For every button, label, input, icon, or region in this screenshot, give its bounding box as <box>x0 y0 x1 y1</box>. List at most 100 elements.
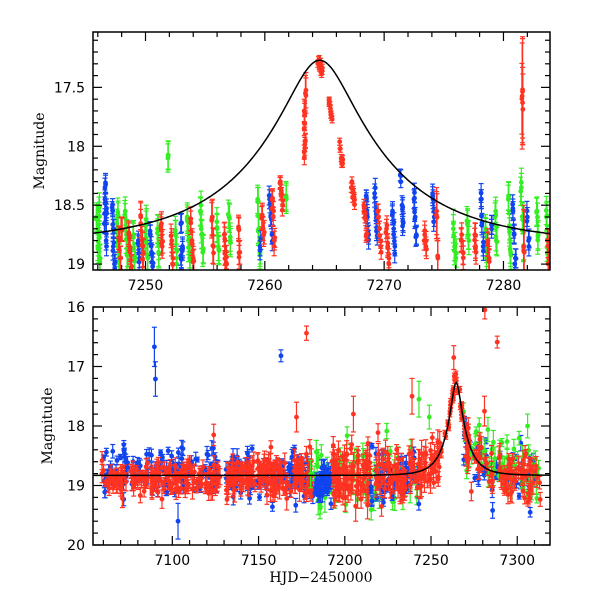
red-data-point <box>348 442 354 456</box>
green-data-point <box>518 167 524 198</box>
red-data-point <box>332 488 338 507</box>
y-tick-label: 17.5 <box>54 80 85 96</box>
red-data-point <box>409 451 415 482</box>
red-data-point <box>268 462 274 485</box>
red-data-point <box>351 451 357 482</box>
red-data-point <box>475 444 481 469</box>
blue-data-point <box>269 501 275 512</box>
green-data-point <box>515 450 521 464</box>
red-data-point <box>510 453 516 465</box>
y-tick-label: 18 <box>67 139 85 155</box>
blue-data-point <box>328 497 334 511</box>
red-data-point <box>489 474 495 488</box>
blue-data-point <box>179 439 185 456</box>
red-data-point <box>378 244 384 260</box>
red-data-point <box>353 478 359 494</box>
green-outlier-point <box>525 413 531 439</box>
red-data-point <box>435 471 441 487</box>
red-data-point <box>209 200 215 237</box>
red-data-point <box>504 484 510 494</box>
x-tick-label: 7280 <box>486 278 522 294</box>
red-data-point <box>339 159 345 168</box>
red-data-point <box>418 456 424 481</box>
green-data-point <box>476 417 482 433</box>
red-data-point <box>303 445 309 463</box>
blue-data-point <box>416 497 422 511</box>
red-data-point <box>336 455 342 481</box>
blue-data-point <box>490 501 496 519</box>
blue-data-point <box>413 226 419 247</box>
blue-data-point <box>103 223 109 244</box>
red-data-point <box>206 468 212 478</box>
blue-data-point <box>513 248 519 269</box>
blue-data-point <box>372 187 378 208</box>
red-data-point <box>193 486 199 494</box>
blue-data-point <box>368 479 374 495</box>
bottom-plot-area <box>93 307 550 540</box>
blue-data-point <box>478 182 484 204</box>
x-tick-label: 7250 <box>413 553 449 569</box>
red-data-point <box>302 140 308 156</box>
red-data-point <box>351 191 357 203</box>
red-data-point <box>386 453 392 473</box>
red-data-point <box>105 475 111 493</box>
red-data-point <box>340 457 346 489</box>
red-data-point <box>429 432 435 444</box>
top-plot-area <box>93 36 550 270</box>
green-outlier-point <box>416 380 422 418</box>
red-data-point <box>527 482 533 492</box>
red-data-point <box>168 475 174 495</box>
blue-data-point <box>327 472 333 484</box>
red-data-point <box>360 458 366 472</box>
x-tick-label: 7100 <box>155 553 191 569</box>
green-data-point <box>96 201 102 232</box>
green-data-point <box>165 143 171 173</box>
y-tick-label: 16 <box>67 300 85 316</box>
red-data-point <box>353 490 359 522</box>
blue-data-point <box>313 484 319 491</box>
top-model-curve <box>93 59 550 235</box>
red-outlier-point <box>494 335 500 349</box>
blue-data-point <box>150 252 156 270</box>
red-data-point <box>185 479 191 495</box>
top-panel: 7250 7260 7270 7280 17.5 18 18.5 19 Magnitude <box>32 31 551 294</box>
red-data-point <box>375 423 381 443</box>
blue-data-point <box>114 455 120 466</box>
red-data-point <box>307 439 313 455</box>
red-data-point <box>349 176 355 187</box>
red-data-point <box>343 469 349 488</box>
red-outlier-point <box>482 307 488 320</box>
red-data-point <box>149 483 155 496</box>
red-data-point <box>508 486 514 503</box>
red-data-point <box>522 491 528 505</box>
y-tick-label: 19 <box>67 257 85 273</box>
blue-outlier-point <box>152 361 158 397</box>
red-data-point <box>283 482 289 495</box>
red-data-point <box>319 63 325 72</box>
y-tick-label: 19 <box>67 479 85 495</box>
blue-data-point <box>121 449 127 464</box>
red-data-point <box>170 252 176 270</box>
red-data-point <box>133 464 139 473</box>
bottom-panel-frame <box>92 306 551 546</box>
blue-data-point <box>392 243 398 264</box>
x-axis-label: HJD−2450000 <box>269 570 372 586</box>
red-data-point <box>375 203 381 220</box>
x-tick-label: 7200 <box>327 553 363 569</box>
green-data-point <box>543 195 549 226</box>
blue-data-point <box>510 198 516 219</box>
blue-data-point <box>257 493 263 501</box>
red-data-point <box>288 483 294 499</box>
red-data-point <box>226 462 232 473</box>
red-outlier-point <box>350 395 356 433</box>
red-data-point <box>485 231 491 257</box>
green-data-point <box>384 422 390 440</box>
red-data-point <box>280 194 286 208</box>
red-data-point <box>129 253 135 270</box>
red-data-point <box>519 62 525 135</box>
green-data-point <box>255 186 261 217</box>
red-data-point <box>452 376 458 384</box>
red-data-point <box>330 446 336 462</box>
red-outlier-point <box>293 401 299 433</box>
